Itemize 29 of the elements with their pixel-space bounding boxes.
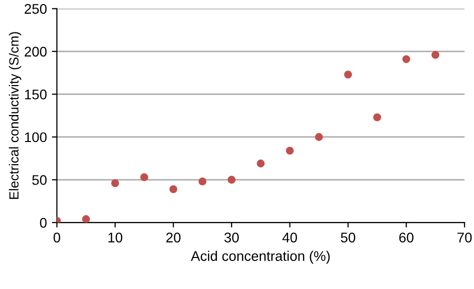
x-tick-label: 70 <box>458 232 472 242</box>
x-tick-label: 10 <box>108 232 122 242</box>
y-tick-label: 200 <box>24 46 47 57</box>
point <box>169 185 178 194</box>
point <box>82 215 90 223</box>
point <box>402 55 410 64</box>
point <box>256 160 265 168</box>
y-tick-label: 0 <box>40 218 47 228</box>
y-tick-label: 250 <box>24 4 47 14</box>
y-tick-label: 150 <box>25 90 47 100</box>
x-tick-label: 0 <box>54 232 60 242</box>
y-tick-label: 100 <box>25 132 47 142</box>
point <box>431 50 440 59</box>
x-tick-label: 50 <box>340 232 356 242</box>
point <box>314 133 323 141</box>
point <box>373 113 382 122</box>
x-tick-label: 60 <box>399 232 414 242</box>
x-tick-label: 40 <box>282 232 297 242</box>
point <box>228 176 236 184</box>
y-axis-title: Electrical conductivity (S/cm) <box>8 32 22 199</box>
x-tick-label: 30 <box>224 232 239 242</box>
point <box>140 173 148 182</box>
y-tick-label: 50 <box>32 175 47 185</box>
point <box>198 178 206 186</box>
point <box>344 70 352 78</box>
x-axis-title: Acid concentration (%) <box>190 250 330 264</box>
point <box>111 179 120 188</box>
point <box>286 146 294 155</box>
x-tick-label: 20 <box>166 232 181 242</box>
